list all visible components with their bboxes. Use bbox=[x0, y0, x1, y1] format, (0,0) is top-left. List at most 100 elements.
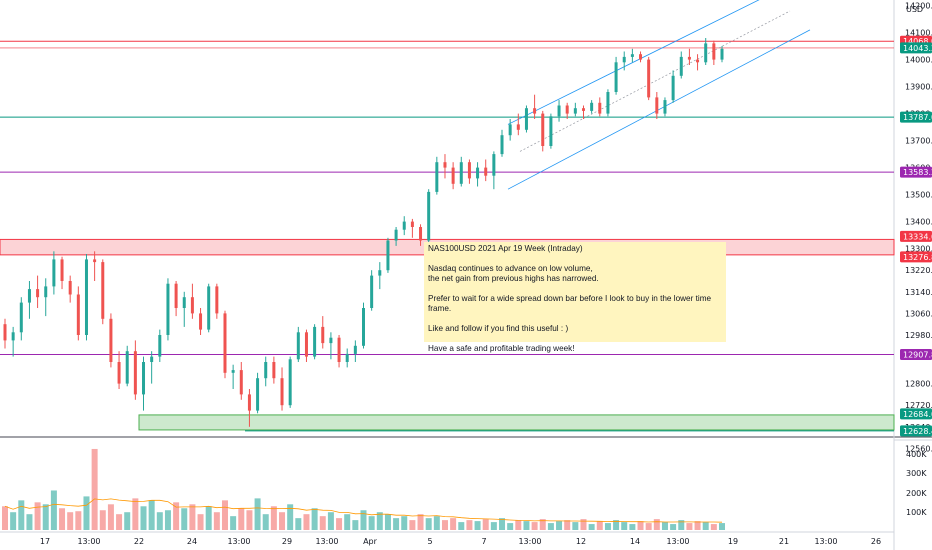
volume-bar bbox=[116, 514, 123, 530]
volume-bar bbox=[702, 522, 709, 530]
candle-body bbox=[419, 227, 423, 241]
price-tick-label: 13220.0 bbox=[905, 266, 932, 275]
candle bbox=[150, 351, 154, 384]
candle bbox=[402, 216, 406, 236]
candle bbox=[443, 154, 447, 179]
time-tick-label: 13:00 bbox=[814, 537, 837, 546]
volume-tick-label: 300K bbox=[906, 469, 927, 478]
candle bbox=[378, 262, 382, 290]
price-tick-label: 14200.0 bbox=[905, 2, 932, 11]
candle bbox=[280, 367, 284, 411]
candle bbox=[647, 56, 651, 101]
candle-body bbox=[606, 92, 610, 114]
price-tag bbox=[900, 251, 932, 263]
candle bbox=[712, 40, 716, 65]
volume-tick-label: 400K bbox=[906, 450, 927, 459]
candle bbox=[639, 51, 643, 63]
candle bbox=[451, 162, 455, 190]
candle-body bbox=[199, 313, 203, 330]
candle-body bbox=[500, 135, 504, 155]
price-tick-label: 12980.0 bbox=[905, 331, 932, 340]
candle bbox=[133, 340, 137, 400]
candle-body bbox=[52, 259, 56, 287]
candle-body bbox=[671, 75, 675, 101]
candle-body bbox=[590, 102, 594, 111]
price-tick-label: 13400.0 bbox=[905, 218, 932, 227]
volume-bar bbox=[401, 516, 408, 530]
volume-bar bbox=[613, 520, 620, 530]
volume-bar bbox=[344, 514, 351, 530]
volume-bar bbox=[197, 514, 204, 530]
volume-bar bbox=[368, 516, 375, 530]
candle-body bbox=[280, 378, 284, 406]
candle bbox=[109, 313, 113, 368]
candle bbox=[492, 151, 496, 190]
price-tick-label: 12560.0 bbox=[905, 444, 932, 453]
candle-body bbox=[484, 167, 488, 176]
candle bbox=[467, 159, 471, 184]
candle-body bbox=[93, 259, 97, 263]
time-tick-label: 5 bbox=[427, 537, 432, 546]
candle-body bbox=[541, 113, 545, 146]
price-tick-label: 14100.0 bbox=[905, 29, 932, 38]
candle-body bbox=[337, 337, 341, 362]
candle bbox=[606, 89, 610, 117]
volume-bar bbox=[596, 521, 603, 530]
candle bbox=[207, 283, 211, 333]
candle bbox=[264, 356, 268, 387]
candle bbox=[622, 51, 626, 71]
candle-body bbox=[557, 105, 561, 117]
candle bbox=[166, 278, 170, 341]
volume-bar bbox=[507, 523, 514, 530]
candle bbox=[565, 102, 569, 119]
candle bbox=[370, 270, 374, 311]
zone-support bbox=[138, 414, 895, 431]
candle bbox=[614, 56, 618, 95]
candle bbox=[459, 156, 463, 187]
candle-body bbox=[231, 370, 235, 373]
volume-bar bbox=[319, 516, 326, 530]
volume-bar bbox=[710, 524, 717, 530]
candle bbox=[304, 329, 308, 362]
candle-body bbox=[239, 370, 243, 395]
price-tick-label: 13500.0 bbox=[905, 191, 932, 200]
candle bbox=[696, 54, 700, 71]
volume-bar bbox=[50, 490, 57, 530]
time-tick-label: 13:00 bbox=[77, 537, 100, 546]
candle-body bbox=[182, 297, 186, 308]
price-tag-label: 13787.0 bbox=[903, 113, 932, 122]
candles-layer bbox=[3, 38, 724, 427]
volume-bar bbox=[376, 512, 383, 530]
volume-bar bbox=[59, 508, 66, 530]
volume-bar bbox=[279, 512, 286, 530]
volume-bar bbox=[91, 448, 98, 530]
candle-body bbox=[704, 43, 708, 63]
candle bbox=[27, 281, 31, 319]
candle bbox=[557, 100, 561, 122]
price-tag bbox=[900, 425, 932, 437]
candle bbox=[215, 283, 219, 319]
price-tag bbox=[900, 166, 932, 178]
candle bbox=[524, 105, 528, 133]
candle-body bbox=[109, 318, 113, 362]
volume-bar bbox=[670, 524, 677, 530]
volume-tick-label: 200K bbox=[906, 489, 927, 498]
volume-bar bbox=[287, 504, 294, 530]
candle bbox=[598, 97, 602, 117]
volume-bar bbox=[588, 524, 595, 530]
volume-bar bbox=[303, 514, 310, 530]
volume-bar bbox=[148, 500, 155, 530]
candle-body bbox=[44, 286, 48, 298]
candle bbox=[581, 105, 585, 119]
candle bbox=[76, 286, 80, 341]
candle-body bbox=[19, 302, 23, 333]
volume-bar bbox=[311, 508, 318, 530]
candle-body bbox=[76, 294, 80, 335]
candle-body bbox=[443, 162, 447, 168]
candle-body bbox=[394, 229, 398, 241]
candle-body bbox=[687, 56, 691, 60]
volume-bar bbox=[262, 514, 269, 530]
candle-body bbox=[272, 362, 276, 379]
volume-bar bbox=[360, 510, 367, 530]
candle bbox=[630, 48, 634, 63]
